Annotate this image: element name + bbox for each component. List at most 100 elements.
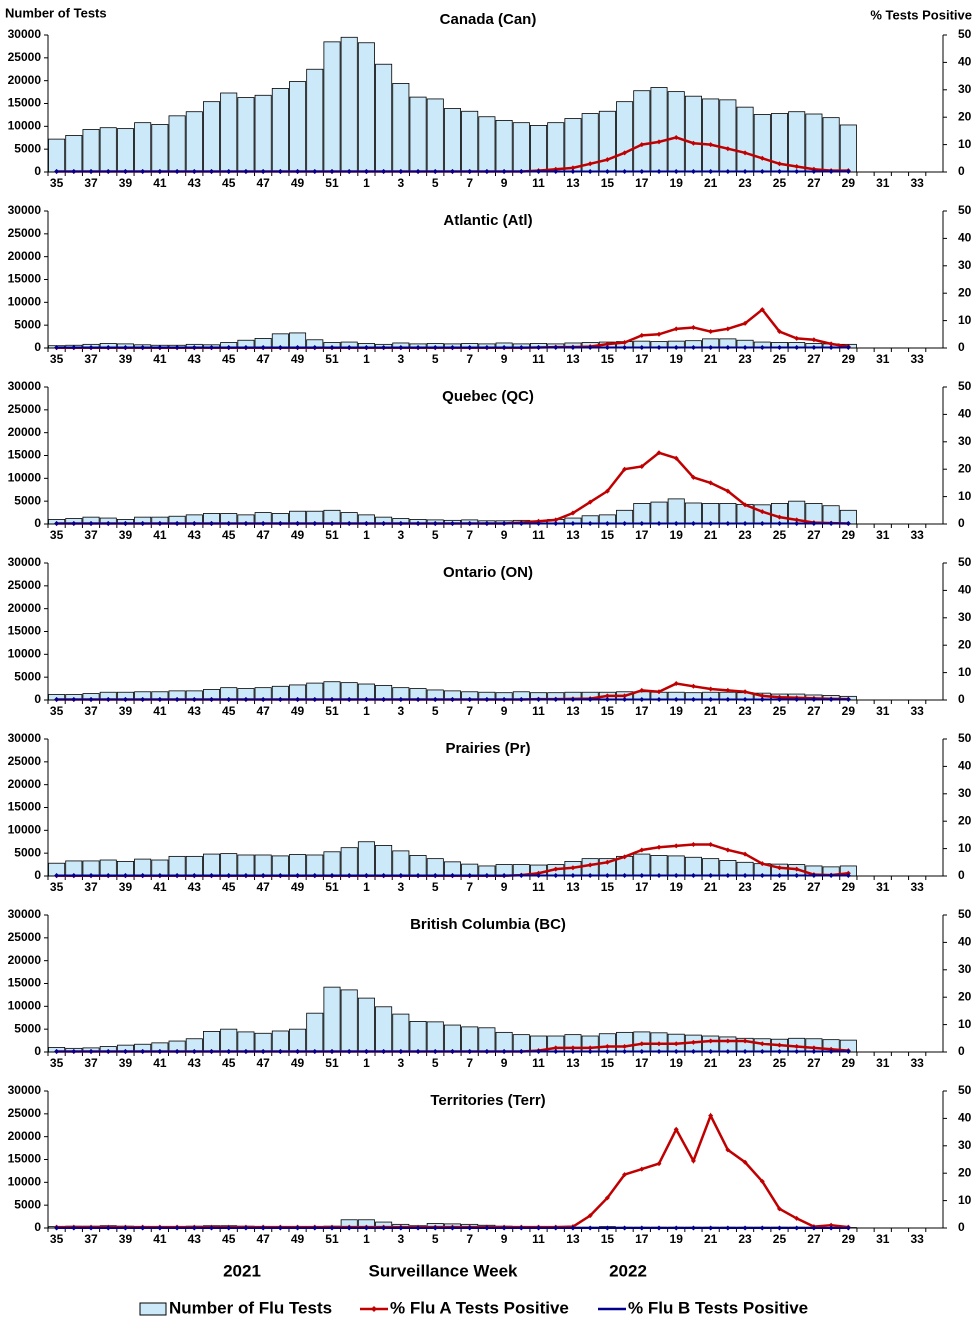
y2-tick-label: 30	[958, 962, 972, 976]
point	[570, 696, 576, 702]
point	[398, 1225, 404, 1231]
chart-title: Canada (Can)	[440, 11, 537, 28]
bar	[375, 63, 393, 173]
point	[604, 1195, 610, 1201]
point	[71, 520, 77, 526]
x-tick-label: 41	[153, 528, 167, 542]
point	[759, 344, 765, 350]
point	[845, 1225, 851, 1231]
point	[363, 1048, 369, 1054]
point	[725, 520, 731, 526]
point	[209, 168, 215, 174]
point	[398, 696, 404, 702]
x-tick-label: 27	[807, 1232, 821, 1246]
y-tick-label: 10000	[8, 647, 42, 661]
point	[191, 168, 197, 174]
x-tick-label: 27	[807, 880, 821, 894]
point	[88, 168, 94, 174]
y-tick-label: 30000	[8, 555, 42, 569]
x-tick-label: 9	[501, 1232, 508, 1246]
point	[553, 1048, 559, 1054]
point	[776, 1206, 782, 1212]
x-tick-label: 21	[704, 352, 718, 366]
point	[742, 1038, 748, 1044]
point	[587, 344, 593, 350]
point	[811, 1048, 817, 1054]
y-tick-label: 15000	[8, 272, 42, 286]
point	[226, 872, 232, 878]
point	[105, 872, 111, 878]
x-tick-label: 35	[50, 880, 64, 894]
x-tick-label: 9	[501, 1056, 508, 1070]
point	[639, 142, 645, 148]
x-tick-label: 47	[256, 704, 270, 718]
x-tick-label: 19	[670, 1232, 684, 1246]
point	[656, 168, 662, 174]
bar	[426, 1021, 444, 1053]
y-tick-label: 30000	[8, 379, 42, 393]
point	[690, 1158, 696, 1164]
point	[449, 872, 455, 878]
point	[794, 872, 800, 878]
y-tick-label: 10000	[8, 471, 42, 485]
x-tick-label: 23	[738, 704, 752, 718]
chart-title: Quebec (QC)	[442, 388, 534, 405]
y-tick-label: 30000	[8, 27, 42, 41]
x-tick-label: 51	[325, 528, 339, 542]
point	[277, 520, 283, 526]
y2-tick-label: 10	[958, 841, 972, 855]
point	[708, 841, 714, 847]
point	[295, 1048, 301, 1054]
point	[122, 168, 128, 174]
point	[209, 872, 215, 878]
point	[174, 872, 180, 878]
point	[536, 1048, 542, 1054]
x-tick-label: 51	[325, 880, 339, 894]
x-tick-label: 41	[153, 880, 167, 894]
point	[742, 689, 748, 695]
point	[105, 1225, 111, 1231]
point	[604, 341, 610, 347]
x-tick-label: 13	[566, 176, 580, 190]
y-tick-label: 15000	[8, 624, 42, 638]
bar	[289, 854, 307, 877]
x-tick-label: 19	[670, 528, 684, 542]
point	[122, 1048, 128, 1054]
point	[587, 168, 593, 174]
x-tick-label: 31	[876, 176, 890, 190]
x-tick-label: 19	[670, 352, 684, 366]
point	[639, 520, 645, 526]
point	[432, 1225, 438, 1231]
point	[140, 1048, 146, 1054]
y2-tick-label: 40	[958, 231, 972, 245]
legend-swatch	[139, 1302, 167, 1316]
point	[122, 696, 128, 702]
point	[449, 344, 455, 350]
x-tick-label: 7	[466, 704, 473, 718]
bar	[323, 41, 341, 173]
point	[381, 696, 387, 702]
point	[432, 1048, 438, 1054]
point	[553, 520, 559, 526]
bar	[220, 853, 238, 877]
point	[673, 843, 679, 849]
point	[484, 1225, 490, 1231]
point	[191, 696, 197, 702]
point	[708, 1225, 714, 1231]
y-tick-label: 25000	[8, 50, 42, 64]
point	[794, 1044, 800, 1050]
point	[398, 344, 404, 350]
point	[54, 168, 60, 174]
point	[604, 859, 610, 865]
bar	[736, 106, 754, 173]
point	[794, 866, 800, 872]
point	[243, 1225, 249, 1231]
x-tick-label: 51	[325, 704, 339, 718]
y2-tick-label: 20	[958, 461, 972, 475]
x-tick-label: 15	[601, 880, 615, 894]
point	[484, 696, 490, 702]
x-tick-label: 7	[466, 528, 473, 542]
point	[811, 168, 817, 174]
point	[209, 696, 215, 702]
point	[329, 872, 335, 878]
